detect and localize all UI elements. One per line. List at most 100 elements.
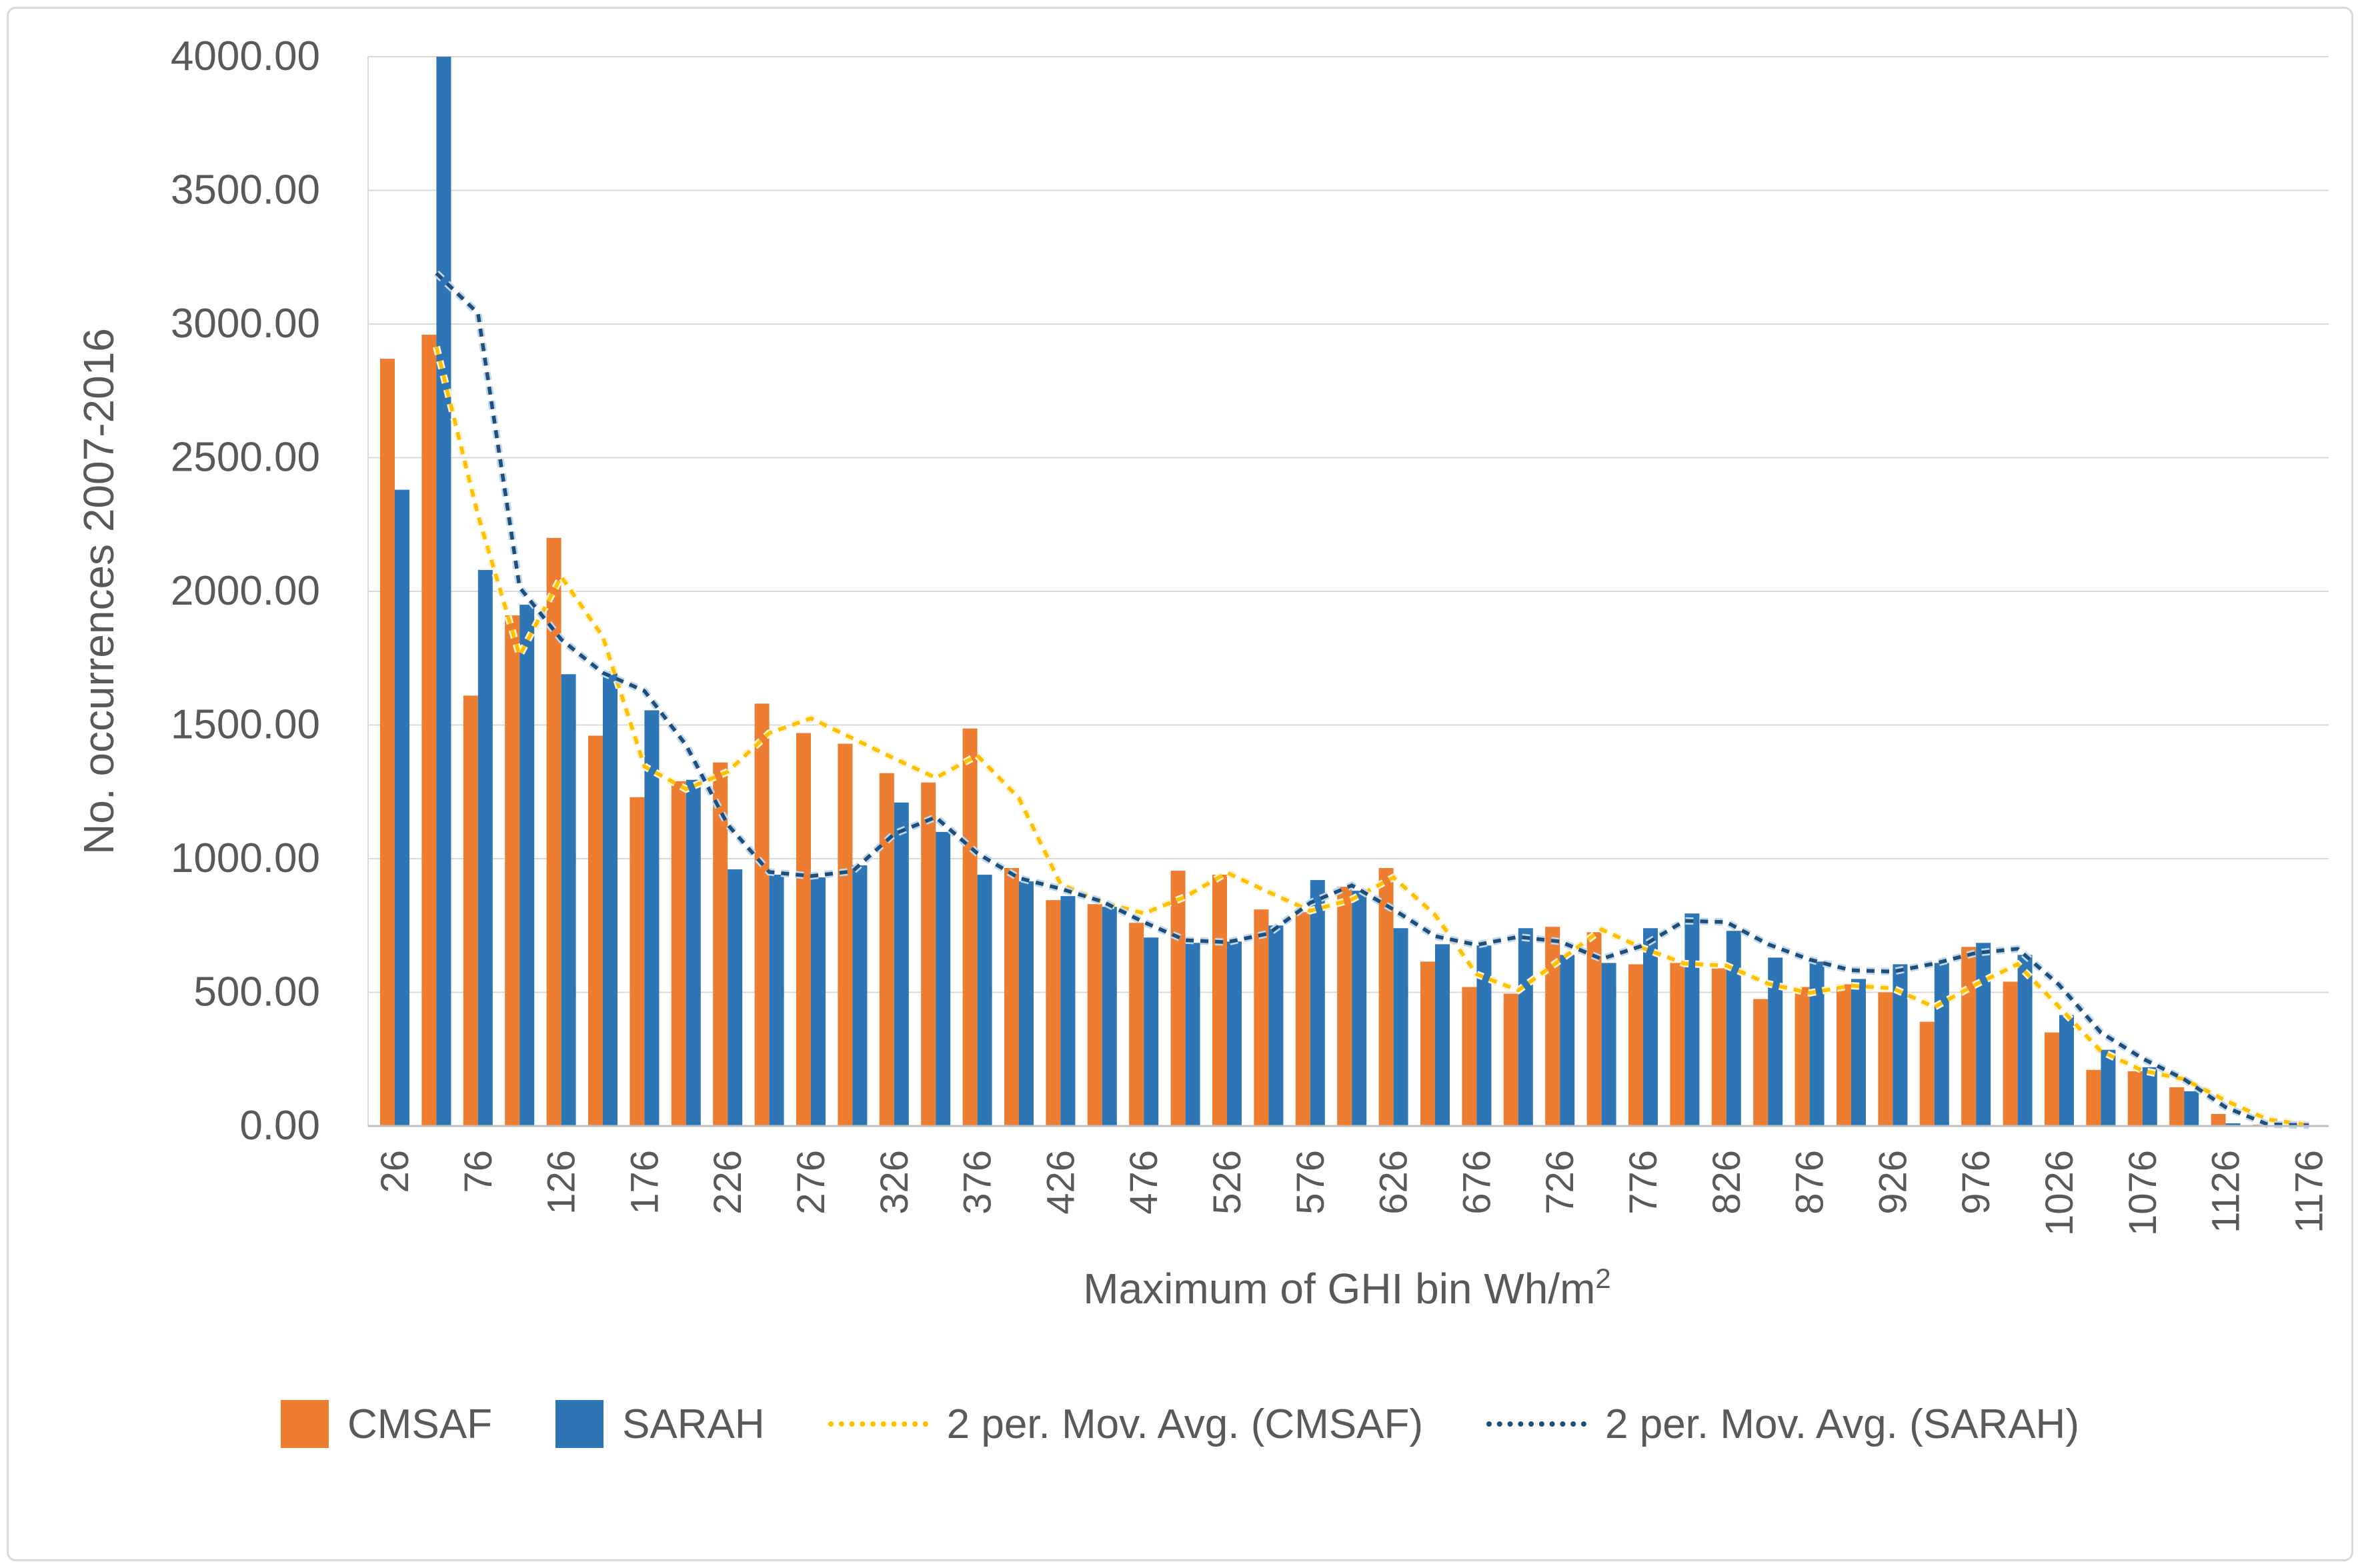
bar-cmsaf [1545,927,1560,1126]
bar-cmsaf [1795,987,1810,1126]
bar-cmsaf [1961,947,1977,1126]
bar-sarah [1809,961,1825,1126]
bar-cmsaf [2211,1113,2226,1126]
bar-cmsaf [838,743,853,1126]
axes [367,57,2329,1127]
bar-cmsaf [1046,900,1061,1126]
x-axis-tick-labels: 26 76 126 176 226 276 326 376 426 476 526 576 626 676… [373,1150,2331,1236]
bar-cmsaf [1295,912,1310,1126]
y-tick-label: 500.00 [193,969,320,1015]
x-tick-label: 976 [1955,1150,1998,1215]
legend-item-trendline-cmsaf: 2 per. Mov. Avg. (CMSAF) [828,1401,1423,1448]
legend-label: CMSAF [347,1401,493,1447]
bar-cmsaf [1087,904,1102,1126]
bar-sarah [769,875,784,1126]
trendline-sarah [435,271,2309,1127]
bar-sarah [894,802,909,1126]
legend-line-swatch [828,1421,928,1427]
legend-line-swatch [1486,1421,1586,1427]
trendline-cmsaf [434,346,2309,1127]
bar-cmsaf [1170,871,1186,1126]
bar-sarah [2017,955,2033,1126]
x-tick-label: 576 [1289,1150,1332,1215]
bar-sarah [603,671,618,1126]
x-tick-label: 176 [623,1150,666,1215]
bar-sarah [1643,928,1658,1126]
legend-item-sarah: SARAH [555,1400,765,1448]
bar-cmsaf [1837,984,1851,1126]
y-axis-tick-labels: 0.00 500.00 1000.00 1500.00 2000.00 2500.00 30… [171,33,320,1149]
x-tick-label: 1176 [2287,1150,2331,1233]
bar-cmsaf [1878,992,1893,1126]
y-tick-label: 2000.00 [171,568,320,614]
bars [380,57,2324,1126]
bar-cmsaf [2003,981,2018,1126]
y-tick-label: 3000.00 [171,301,320,347]
x-tick-label: 126 [540,1150,583,1215]
bar-sarah [519,605,535,1126]
bar-sarah [644,710,660,1126]
bar-sarah [561,674,576,1126]
bar-cmsaf [921,782,936,1126]
bar-sarah [936,831,951,1126]
bar-cmsaf [1628,964,1643,1126]
x-tick-label: 676 [1455,1150,1498,1215]
bar-sarah [1476,945,1492,1126]
x-tick-label: 1026 [2038,1150,2081,1236]
x-tick-label: 926 [1871,1150,1915,1215]
bar-cmsaf [2127,1071,2143,1126]
bar-sarah [1060,896,1076,1126]
bar-cmsaf [463,695,478,1126]
bar-cmsaf [962,728,978,1126]
x-tick-label: 76 [457,1150,500,1193]
y-axis-title: No. occurrences 2007-2016 [75,328,123,855]
bar-sarah [1560,955,1575,1126]
bar-sarah [2225,1123,2241,1126]
bar-cmsaf [1254,909,1269,1126]
bar-sarah [1601,963,1616,1126]
bar-sarah [1726,931,1741,1126]
bar-sarah [395,489,409,1126]
bar-cmsaf [1670,963,1685,1126]
x-tick-label: 276 [790,1150,833,1215]
x-tick-label: 826 [1705,1150,1748,1215]
bar-cmsaf [1586,932,1602,1126]
bar-cmsaf [1753,999,1768,1126]
legend-item-cmsaf: CMSAF [281,1400,492,1448]
bar-cmsaf [713,762,728,1126]
bar-cmsaf [2045,1032,2059,1126]
bar-cmsaf [1212,875,1227,1126]
legend-label: 2 per. Mov. Avg. (CMSAF) [946,1401,1423,1447]
bar-sarah [1019,881,1034,1126]
bar-sarah [1893,964,1908,1126]
bar-sarah [1268,925,1284,1126]
x-tick-label: 326 [873,1150,916,1215]
bar-cmsaf [754,703,770,1126]
x-tick-label: 526 [1206,1150,1249,1215]
bar-cmsaf [1004,868,1019,1126]
bar-cmsaf [2086,1069,2101,1126]
bar-sarah [2142,1067,2157,1126]
bar-cmsaf [671,781,686,1126]
bar-sarah [811,877,826,1126]
bar-cmsaf [879,773,894,1126]
y-tick-label: 4000.00 [171,33,320,79]
bar-cmsaf [1711,968,1726,1126]
bar-sarah [477,569,493,1126]
bar-sarah [1976,943,1991,1126]
bar-sarah [1518,928,1533,1126]
y-tick-label: 1000.00 [171,835,320,881]
bar-cmsaf [2169,1087,2185,1126]
y-tick-label: 0.00 [239,1103,320,1149]
bar-sarah [2184,1091,2199,1126]
x-tick-label: 876 [1789,1150,1832,1215]
bar-sarah [1768,957,1783,1126]
bar-cmsaf [505,615,520,1126]
x-tick-label: 776 [1622,1150,1665,1215]
y-tick-label: 3500.00 [171,167,320,213]
bar-cmsaf [1503,993,1518,1126]
bar-cmsaf [380,359,395,1126]
bar-sarah [2101,1049,2116,1126]
